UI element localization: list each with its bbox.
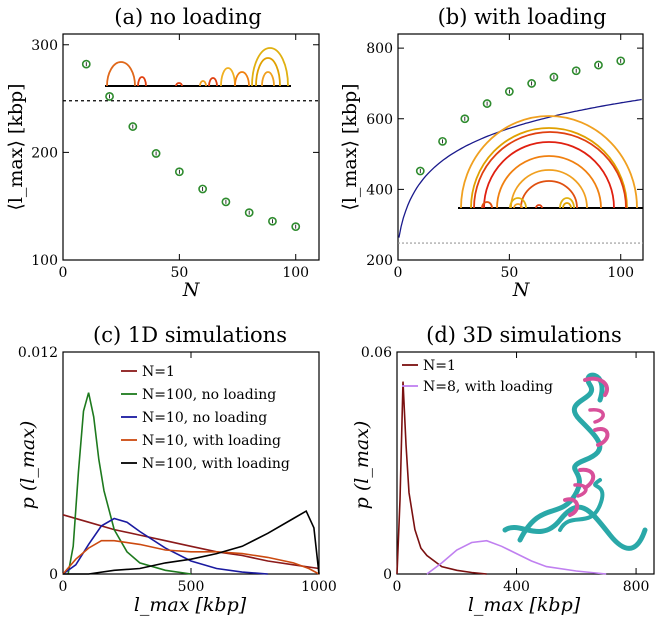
panel-b-data-point [438,136,447,146]
panel-a: (a) no loading 0 50 100 100 200 300 N ⟨l_max⟩… [5,5,320,301]
panel-a-data-point [291,222,301,232]
panel-a-data-point [128,122,138,131]
panel-d-series-line-0 [396,381,487,575]
panel-c-title: (c) 1D simulations [93,323,287,347]
panel-b-data-point [594,60,603,70]
panel-b-data-point [415,166,425,176]
panel-b-xlabel: N [512,279,531,301]
panel-b-data-point [549,72,559,82]
panel-d-title: (d) 3D simulations [426,323,622,347]
panel-d-ylabel: p (l_max) [351,421,373,510]
panel-a-data-point [268,216,277,226]
panel-b-xtick-label: 0 [394,265,403,281]
panel-a-ytick-label: 100 [31,253,58,269]
panel-b-ytick-label: 200 [366,253,393,269]
panel-a-data-point [221,197,231,207]
panel-b-data-point [460,114,470,124]
panel-d-xtick-label: 400 [503,579,530,595]
panel-d: (d) 3D simulations 0 400 800 0 0.06 N=1 N=8, … [351,323,655,616]
panel-b-ytick-label: 400 [366,182,393,198]
panel-a-data-point [244,208,254,218]
panel-a-data-point [105,92,114,101]
panel-b-inset-arcs [458,115,643,209]
panel-c-legend-label: N=10, no loading [142,410,267,426]
panel-d-ytick-label: 0 [383,567,392,583]
panel-c-xlabel: l_max [kbp] [134,594,247,616]
panel-c-legend-label: N=1 [142,364,175,380]
panel-c-series-line-0 [62,514,320,570]
panel-b-title: (b) with loading [438,5,607,29]
panel-a-data-point [198,184,208,194]
panel-a-frame [62,33,320,261]
panel-d-xlabel: l_max [kbp] [468,594,581,616]
panel-c-xtick-label: 1000 [301,579,337,595]
panel-a-data-point [174,167,184,177]
panel-c-xtick-label: 500 [178,579,205,595]
panel-a-ylabel: ⟨l_max⟩ [kbp] [5,83,27,210]
panel-b-data-point [571,66,581,76]
panel-c-ytick-label: 0 [49,567,58,583]
panel-b-data-point [616,56,626,66]
panel-b-fit-curve [398,98,642,238]
panel-a-ytick-label: 300 [31,38,58,54]
panel-a-title: (a) no loading [114,5,261,29]
panel-a-xtick-label: 0 [59,265,68,281]
panel-d-ytick-label: 0.06 [361,345,392,361]
panel-d-legend-label: N=8, with loading [423,379,553,395]
panel-d-frame [396,351,655,575]
panel-c-series-line-2 [62,517,268,575]
panel-a-data-point [151,149,161,158]
polymer-inset-illustration [502,372,648,551]
panel-a-ytick-label: 200 [31,145,58,161]
panel-a-inset-arcs [105,47,291,87]
panel-c-series-line-3 [62,539,320,575]
panel-b-ytick-label: 800 [366,41,393,57]
panel-c-xtick-label: 0 [59,579,68,595]
panel-c-legend-label: N=100, no loading [142,387,276,403]
panel-c-series-line-1 [67,392,192,575]
panel-c: (c) 1D simulations 0 500 1000 0 0.012 N=1 N=1… [17,323,337,616]
panel-d-legend-label: N=1 [423,358,456,374]
panel-c-series-line-4 [63,509,320,575]
panel-a-data-point [81,59,91,69]
panel-d-xtick-label: 800 [623,579,650,595]
panel-b-ylabel: ⟨l_max⟩ [kbp] [339,83,361,210]
panel-b-xtick-label: 50 [500,265,518,281]
panel-d-xtick-label: 0 [393,579,402,595]
panel-b-frame [397,33,644,261]
panel-a-xtick-label: 50 [170,265,188,281]
panel-d-series-line-1 [426,539,607,575]
panel-b-xtick-label: 100 [607,265,634,281]
panel-c-ytick-label: 0.012 [18,345,58,361]
panel-c-legend-label: N=10, with loading [142,433,281,449]
panel-a-xlabel: N [182,279,201,301]
panel-a-xtick-label: 100 [282,265,309,281]
panel-c-legend-label: N=100, with loading [142,456,290,472]
panel-b: (b) with loading 0 50 100 200 400 600 800 N ⟨l… [339,5,644,301]
panel-b-ytick-label: 600 [366,112,393,128]
panel-b-data-point [504,87,514,96]
panel-b-data-point [482,99,492,108]
panel-b-data-point [527,79,537,88]
panel-c-ylabel: p (l_max) [17,421,39,510]
